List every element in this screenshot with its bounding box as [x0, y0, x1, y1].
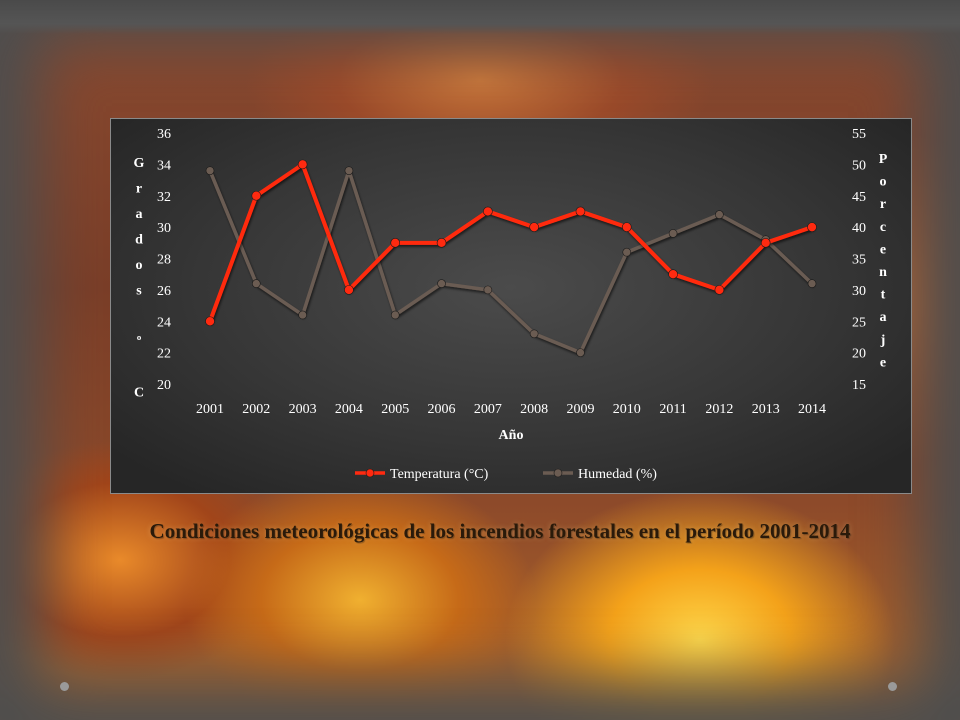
- right-axis-title-char: e: [880, 355, 886, 370]
- x-tick-label: 2014: [798, 402, 826, 417]
- right-tick-label: 50: [852, 158, 866, 173]
- left-axis-title-char: C: [134, 386, 144, 401]
- left-axis-title-char: r: [136, 182, 142, 197]
- right-axis-title-char: t: [881, 288, 886, 303]
- left-axis-title-char: d: [135, 233, 143, 248]
- temperature-series-point: [205, 316, 215, 327]
- left-axis-title-char: o: [136, 258, 143, 273]
- right-tick-label: 25: [852, 315, 866, 330]
- humidity-series-point: [668, 229, 678, 238]
- right-tick-label: 55: [852, 127, 866, 142]
- right-tick-label: 45: [852, 190, 866, 205]
- x-tick-label: 2001: [196, 402, 224, 417]
- left-tick-label: 24: [157, 315, 171, 330]
- humidity-series-point: [437, 279, 446, 288]
- humidity-series-point: [390, 310, 400, 320]
- x-tick-label: 2002: [242, 402, 270, 417]
- temperature-series-point: [621, 222, 632, 232]
- humidity-series-line: [208, 168, 814, 355]
- left-tick-label: 30: [157, 221, 171, 236]
- right-axis-title-char: r: [880, 197, 886, 212]
- series-layer: [205, 159, 817, 357]
- temperature-series-point: [807, 222, 817, 232]
- right-axis-title-char: P: [879, 152, 888, 167]
- humidity-series-point: [483, 285, 493, 295]
- slide-top-band: [0, 0, 960, 34]
- temperature-series-point: [436, 238, 447, 248]
- right-tick-label: 30: [852, 284, 866, 299]
- legend-temperature-label: Temperatura (°C): [390, 467, 489, 482]
- legend-humidity-marker: [553, 468, 563, 478]
- x-tick-label: 2007: [474, 402, 502, 417]
- left-axis-title-char: º: [137, 335, 142, 350]
- x-tick-label: 2006: [428, 402, 456, 417]
- humidity-series-point: [205, 166, 215, 175]
- x-tick-label: 2010: [613, 402, 641, 417]
- right-axis-title-char: n: [879, 265, 887, 280]
- right-tick-label: 15: [852, 378, 866, 393]
- x-tick-label: 2009: [566, 402, 594, 417]
- temperature-series-point: [575, 206, 586, 217]
- temperature-series-point: [714, 285, 725, 295]
- temperature-series-point: [760, 238, 771, 248]
- x-axis-title: Año: [499, 428, 524, 443]
- humidity-series-point: [622, 247, 632, 257]
- line-chart: 20 22 24 26 28 30 32 34 36 15 20 25 30 35 40 45 50 55 20…: [134, 127, 888, 482]
- x-tick-label: 2005: [381, 402, 409, 417]
- x-tick-label: 2013: [752, 402, 780, 417]
- temperature-series-point: [344, 285, 354, 295]
- temperature-series-point: [483, 206, 493, 217]
- left-tick-label: 26: [157, 284, 171, 299]
- right-tick-label: 20: [852, 347, 866, 362]
- left-axis-ticks: 20 22 24 26 28 30 32 34 36: [157, 127, 171, 393]
- right-axis-title-char: o: [880, 175, 887, 190]
- temperature-series-point: [297, 159, 308, 170]
- left-axis-title-char: s: [136, 284, 142, 299]
- humidity-series-point: [715, 210, 724, 219]
- chart-panel: 20 22 24 26 28 30 32 34 36 15 20 25 30 35 40 45 50 55 20…: [110, 118, 912, 494]
- left-axis-title-char: G: [134, 156, 145, 171]
- left-tick-label: 20: [157, 378, 171, 393]
- right-tick-label: 35: [852, 253, 866, 268]
- left-axis-title-char: a: [136, 207, 143, 222]
- left-tick-label: 34: [157, 158, 171, 173]
- right-tick-label: 40: [852, 221, 866, 236]
- x-axis-ticks: 2001 2002 2003 2004 2005 2006 2007 2008 2009 2010…: [196, 402, 826, 417]
- x-tick-label: 2004: [335, 402, 363, 417]
- temperature-series-point: [529, 222, 539, 232]
- x-tick-label: 2011: [659, 402, 686, 417]
- x-tick-label: 2008: [520, 402, 548, 417]
- legend-temperature-marker: [365, 468, 375, 478]
- humidity-series-point: [252, 279, 261, 288]
- chart-legend: Temperatura (°C) Humedad (%): [355, 467, 657, 482]
- temperature-series-point: [668, 269, 678, 279]
- humidity-series-point: [576, 348, 585, 357]
- x-tick-label: 2012: [705, 402, 733, 417]
- temperature-series-point: [390, 238, 401, 248]
- left-tick-label: 36: [157, 127, 171, 142]
- right-axis-title-char: j: [880, 333, 886, 348]
- right-axis-title-char: a: [880, 310, 887, 325]
- humidity-series-point: [344, 166, 354, 175]
- slide-dot-left: [60, 682, 69, 691]
- left-tick-label: 28: [157, 253, 171, 268]
- right-axis-title-char: c: [880, 220, 886, 235]
- x-tick-label: 2003: [289, 402, 317, 417]
- right-axis-ticks: 15 20 25 30 35 40 45 50 55: [852, 127, 866, 393]
- right-axis-title-char: e: [880, 242, 886, 257]
- humidity-series-point: [529, 329, 539, 339]
- humidity-series-point: [807, 279, 817, 288]
- legend-humidity-label: Humedad (%): [578, 467, 657, 482]
- slide-dot-right: [888, 682, 897, 691]
- temperature-series-line: [208, 162, 814, 324]
- slide-caption: Condiciones meteorológicas de los incend…: [149, 519, 851, 543]
- left-tick-label: 22: [157, 347, 171, 362]
- temperature-series-point: [251, 190, 262, 201]
- humidity-series-point: [298, 310, 307, 320]
- left-tick-label: 32: [157, 190, 171, 205]
